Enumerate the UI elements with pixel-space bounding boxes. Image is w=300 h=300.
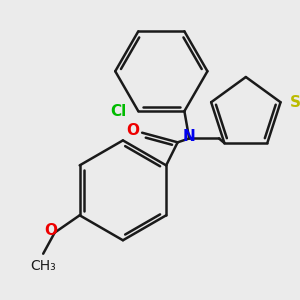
- Text: Cl: Cl: [110, 104, 127, 119]
- Text: N: N: [183, 129, 196, 144]
- Text: O: O: [44, 223, 57, 238]
- Text: S: S: [290, 95, 300, 110]
- Text: CH₃: CH₃: [30, 260, 56, 274]
- Text: O: O: [126, 123, 139, 138]
